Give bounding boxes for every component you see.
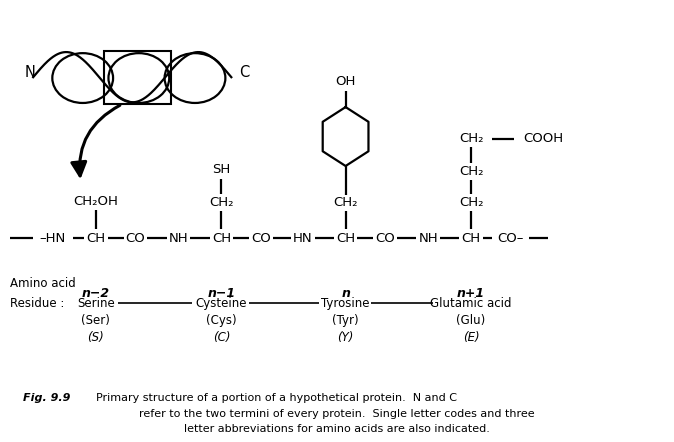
Text: (Y): (Y) (338, 331, 354, 343)
Text: letter abbreviations for amino acids are also indicated.: letter abbreviations for amino acids are… (184, 424, 490, 434)
Text: CH₂: CH₂ (459, 165, 483, 178)
Text: n−1: n−1 (208, 287, 235, 300)
Text: (Ser): (Ser) (82, 314, 111, 327)
Text: CH₂: CH₂ (459, 196, 483, 210)
Text: n+1: n+1 (457, 287, 485, 300)
Text: CH: CH (462, 232, 481, 245)
Text: CH₂: CH₂ (459, 132, 483, 145)
Text: CH: CH (86, 232, 105, 245)
Text: Residue :: Residue : (10, 297, 65, 310)
Text: SH: SH (212, 164, 231, 176)
Bar (104, 51, 171, 104)
Text: CH₂OH: CH₂OH (73, 195, 119, 208)
Text: CO: CO (375, 232, 395, 245)
Text: (S): (S) (88, 331, 104, 343)
Text: (Tyr): (Tyr) (332, 314, 359, 327)
Text: n: n (341, 287, 350, 300)
Text: Serine: Serine (77, 297, 115, 310)
Text: Amino acid: Amino acid (10, 277, 75, 290)
Text: n−2: n−2 (82, 287, 110, 300)
Text: CH: CH (212, 232, 231, 245)
Text: Glutamic acid: Glutamic acid (430, 297, 512, 310)
Text: CH₂: CH₂ (209, 196, 234, 210)
Text: NH: NH (419, 232, 438, 245)
Text: (E): (E) (463, 331, 479, 343)
Text: (C): (C) (213, 331, 230, 343)
Text: OH: OH (336, 76, 356, 88)
Text: (Glu): (Glu) (456, 314, 486, 327)
Text: N: N (24, 65, 35, 80)
Text: Fig. 9.9: Fig. 9.9 (23, 393, 71, 403)
Text: –HN: –HN (40, 232, 66, 245)
Text: CH₂: CH₂ (334, 196, 358, 210)
Text: CO: CO (251, 232, 271, 245)
Text: HN: HN (293, 232, 313, 245)
Text: CO: CO (125, 232, 146, 245)
Text: Cysteine: Cysteine (195, 297, 247, 310)
Text: CH: CH (336, 232, 355, 245)
Text: C: C (239, 65, 249, 80)
Text: CO–: CO– (497, 232, 524, 245)
Text: refer to the two termini of every protein.  Single letter codes and three: refer to the two termini of every protei… (140, 409, 534, 419)
Text: COOH: COOH (524, 132, 564, 145)
Text: Primary structure of a portion of a hypothetical protein.  N and C: Primary structure of a portion of a hypo… (96, 393, 457, 403)
Text: Tyrosine: Tyrosine (321, 297, 370, 310)
Text: (Cys): (Cys) (206, 314, 237, 327)
Text: NH: NH (168, 232, 188, 245)
